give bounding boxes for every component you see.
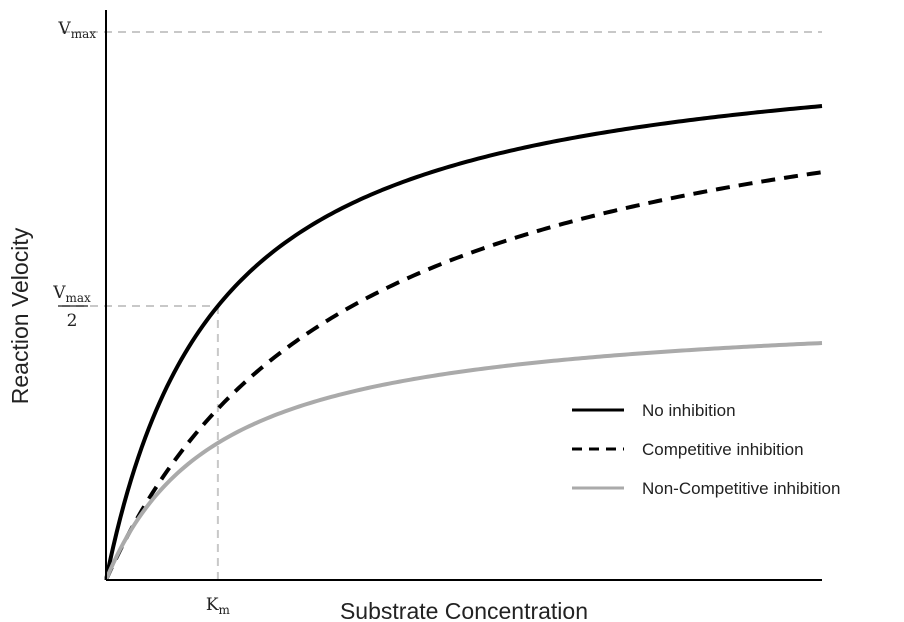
competitive-inhibition-curve — [104, 170, 823, 581]
half-vmax-numerator: Vmax — [52, 283, 91, 305]
non-competitive-inhibition-curve — [104, 341, 823, 581]
x-axis-title: Substrate Concentration — [340, 598, 588, 622]
legend-label-non-competitive: Non-Competitive inhibition — [642, 479, 840, 498]
no-inhibition-curve — [104, 104, 823, 581]
vmax-tick-label: Vmax — [57, 19, 96, 41]
legend-label-no-inhibition: No inhibition — [642, 401, 736, 420]
legend-label-competitive: Competitive inhibition — [642, 440, 804, 459]
legend: No inhibition Competitive inhibition Non… — [572, 401, 840, 498]
y-axis-title: Reaction Velocity — [7, 227, 33, 404]
half-vmax-denominator: 2 — [67, 311, 78, 331]
km-tick-label: Km — [206, 595, 231, 617]
